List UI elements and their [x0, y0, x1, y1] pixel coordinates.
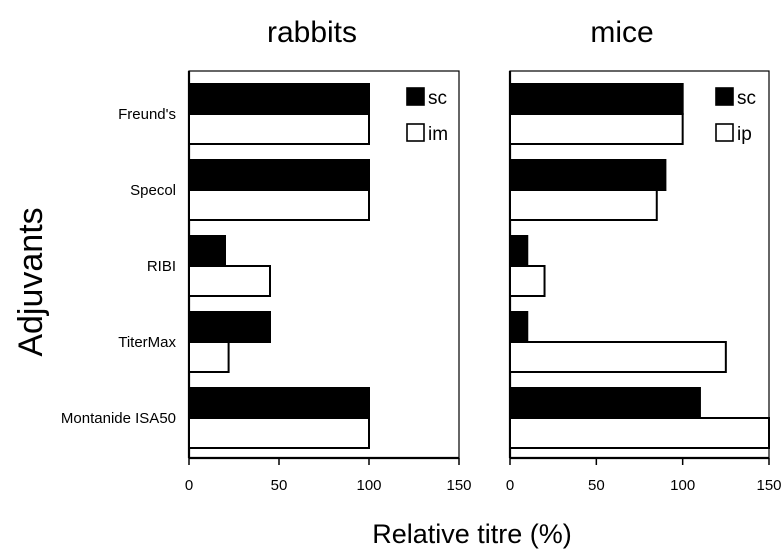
category-label: RIBI: [147, 258, 176, 275]
bar-sc-0: [509, 83, 684, 115]
bar-sc-3: [188, 311, 271, 343]
x-tick-label: 50: [588, 477, 605, 494]
legend-swatch-ip: [715, 123, 734, 142]
bar-sc-4: [188, 387, 370, 419]
bar-sc-0: [188, 83, 370, 115]
x-axis-label: Relative titre (%): [372, 519, 572, 549]
bar-im-1: [188, 189, 370, 221]
x-tick-label: 100: [356, 477, 381, 494]
bar-ip-1: [509, 189, 658, 221]
category-label: Specol: [130, 182, 176, 199]
y-axis-label: Adjuvants: [12, 207, 50, 356]
x-tick-label: 150: [756, 477, 781, 494]
x-tick-label: 0: [185, 477, 193, 494]
bar-sc-1: [188, 159, 370, 191]
x-tick-label: 0: [506, 477, 514, 494]
category-label: TiterMax: [118, 334, 176, 351]
x-tick-label: 150: [446, 477, 471, 494]
x-tick-label: 100: [670, 477, 695, 494]
bar-im-2: [188, 265, 271, 297]
chart-panel-rabbits: rabbits 0 50 100 150 Freund's Specol RIBI TiterM…: [61, 16, 472, 494]
bar-im-3: [188, 341, 230, 373]
panel-title: mice: [590, 16, 653, 49]
bar-sc-2: [509, 235, 529, 267]
legend-label: sc: [428, 88, 447, 109]
bar-im-4: [188, 417, 370, 449]
legend-swatch-im: [406, 123, 425, 142]
legend-label: ip: [737, 124, 752, 145]
category-label: Freund's: [118, 106, 176, 123]
bar-ip-3: [509, 341, 727, 373]
category-label: Montanide ISA50: [61, 410, 176, 427]
bar-sc-4: [509, 387, 701, 419]
legend-swatch-sc: [715, 87, 734, 106]
bar-im-0: [188, 113, 370, 145]
bar-ip-4: [509, 417, 770, 449]
bar-ip-0: [509, 113, 684, 145]
x-tick-label: 50: [271, 477, 288, 494]
bar-sc-2: [188, 235, 226, 267]
legend-label: im: [428, 124, 448, 145]
bar-ip-2: [509, 265, 546, 297]
panel-title: rabbits: [267, 16, 357, 49]
chart-panel-mice: mice 0 50 100 150 sc ip: [506, 16, 781, 494]
bar-sc-3: [509, 311, 529, 343]
bar-sc-1: [509, 159, 667, 191]
legend-label: sc: [737, 88, 756, 109]
legend-swatch-sc: [406, 87, 425, 106]
